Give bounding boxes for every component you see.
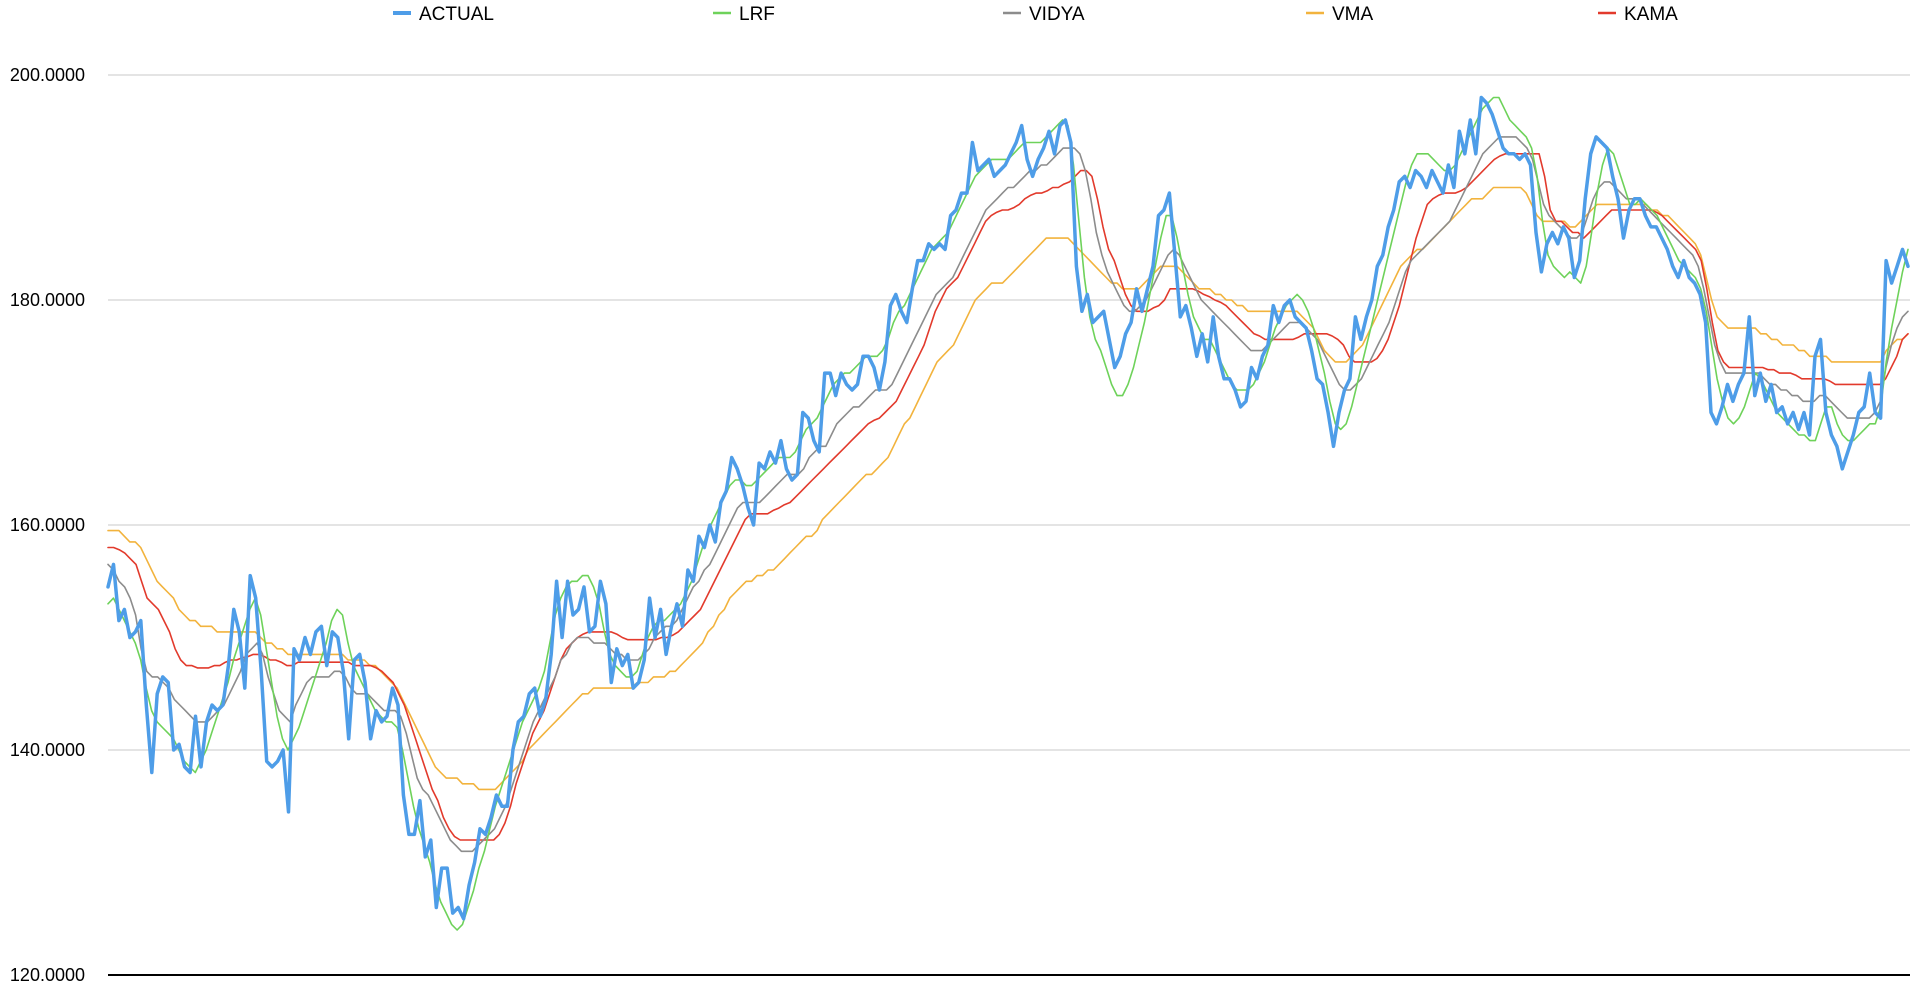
legend-item-kama: KAMA xyxy=(1598,4,1678,25)
y-tick-label: 180.0000 xyxy=(10,290,85,310)
legend-label: ACTUAL xyxy=(419,4,494,25)
legend-item-vidya: VIDYA xyxy=(1003,4,1085,25)
y-axis-tick-labels: 120.0000 140.0000 160.0000 180.0000 200.0000 xyxy=(10,65,85,985)
y-tick-label: 200.0000 xyxy=(10,65,85,85)
series-line-actual xyxy=(106,95,1910,921)
series-lines xyxy=(106,95,1910,931)
legend-label: VIDYA xyxy=(1029,4,1085,25)
series-line-lrf xyxy=(107,96,1909,931)
y-tick-label: 140.0000 xyxy=(10,740,85,760)
legend-item-actual: ACTUAL xyxy=(393,4,494,25)
legend-label: VMA xyxy=(1332,4,1374,25)
legend-label: LRF xyxy=(739,4,775,25)
legend-item-vma: VMA xyxy=(1306,4,1374,25)
series-line-vma xyxy=(107,186,1909,791)
legend-item-lrf: LRF xyxy=(713,4,775,25)
series-line-kama xyxy=(107,153,1909,841)
chart-legend: ACTUAL LRF VIDYA VMA KAMA xyxy=(393,4,1678,25)
y-gridlines xyxy=(108,74,1910,976)
series-line-vidya xyxy=(107,136,1909,853)
legend-label: KAMA xyxy=(1624,4,1678,25)
y-tick-label: 120.0000 xyxy=(10,965,85,985)
y-tick-label: 160.0000 xyxy=(10,515,85,535)
